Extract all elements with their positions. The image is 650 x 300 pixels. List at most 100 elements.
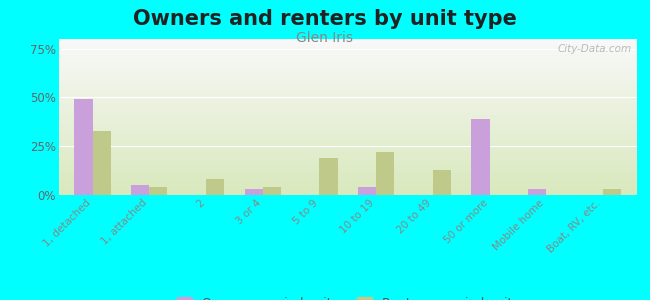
Text: Glen Iris: Glen Iris [296, 32, 354, 46]
Bar [150, 187, 168, 195]
Bar [58, 78, 637, 80]
Bar [58, 109, 637, 111]
Bar [58, 186, 637, 187]
Bar [58, 111, 637, 112]
Text: City-Data.com: City-Data.com [557, 44, 631, 54]
Bar [58, 64, 637, 65]
Bar [58, 97, 637, 98]
Bar [58, 151, 637, 153]
Bar [58, 94, 637, 95]
Bar [58, 106, 637, 108]
Bar [58, 104, 637, 106]
Bar [58, 179, 637, 181]
Bar [58, 130, 637, 131]
Bar [58, 53, 637, 55]
Bar [319, 158, 337, 195]
Bar [58, 159, 637, 161]
Bar [58, 42, 637, 44]
Bar [244, 189, 263, 195]
Bar [58, 143, 637, 145]
Bar [58, 165, 637, 167]
Bar [58, 176, 637, 178]
Bar [471, 119, 489, 195]
Bar [58, 169, 637, 170]
Bar [58, 80, 637, 81]
Bar [58, 164, 637, 165]
Bar [58, 100, 637, 101]
Bar [58, 162, 637, 164]
Bar [58, 59, 637, 61]
Bar [58, 75, 637, 76]
Bar [58, 69, 637, 70]
Bar [58, 91, 637, 92]
Bar [58, 172, 637, 173]
Bar [58, 55, 637, 56]
Bar [58, 128, 637, 130]
Bar [58, 103, 637, 104]
Bar [58, 95, 637, 97]
Bar [58, 76, 637, 78]
Bar [58, 140, 637, 142]
Bar [58, 133, 637, 134]
Bar [58, 173, 637, 175]
Bar [131, 185, 150, 195]
Bar [58, 52, 637, 53]
Bar [58, 175, 637, 176]
Bar [58, 150, 637, 151]
Bar [58, 167, 637, 169]
Bar [58, 70, 637, 72]
Bar [58, 118, 637, 120]
Bar [58, 45, 637, 47]
Bar [58, 72, 637, 73]
Bar [58, 56, 637, 58]
Bar [58, 92, 637, 94]
Bar [58, 142, 637, 143]
Bar [58, 50, 637, 52]
Bar [58, 112, 637, 114]
Text: Owners and renters by unit type: Owners and renters by unit type [133, 9, 517, 29]
Bar [58, 44, 637, 45]
Bar [58, 182, 637, 184]
Bar [58, 86, 637, 87]
Bar [58, 145, 637, 147]
Bar [58, 81, 637, 83]
Bar [58, 62, 637, 64]
Bar [58, 156, 637, 158]
Bar [58, 194, 637, 195]
Bar [58, 154, 637, 156]
Bar [433, 170, 451, 195]
Bar [58, 48, 637, 50]
Bar [58, 83, 637, 84]
Bar [58, 47, 637, 48]
Bar [74, 99, 92, 195]
Bar [58, 117, 637, 118]
Legend: Owner occupied units, Renter occupied units: Owner occupied units, Renter occupied un… [172, 292, 524, 300]
Bar [206, 179, 224, 195]
Bar [58, 181, 637, 182]
Bar [58, 108, 637, 109]
Bar [58, 84, 637, 86]
Bar [58, 65, 637, 67]
Bar [58, 137, 637, 139]
Bar [58, 101, 637, 103]
Bar [603, 189, 621, 195]
Bar [58, 178, 637, 179]
Bar [58, 153, 637, 154]
Bar [58, 61, 637, 62]
Bar [58, 40, 637, 42]
Bar [58, 114, 637, 116]
Bar [58, 158, 637, 159]
Bar [58, 134, 637, 136]
Bar [58, 147, 637, 148]
Bar [58, 170, 637, 172]
Bar [58, 189, 637, 190]
Bar [58, 39, 637, 40]
Bar [528, 189, 546, 195]
Bar [58, 67, 637, 69]
Bar [358, 187, 376, 195]
Bar [58, 125, 637, 126]
Bar [58, 192, 637, 194]
Bar [58, 98, 637, 100]
Bar [58, 184, 637, 186]
Bar [58, 190, 637, 192]
